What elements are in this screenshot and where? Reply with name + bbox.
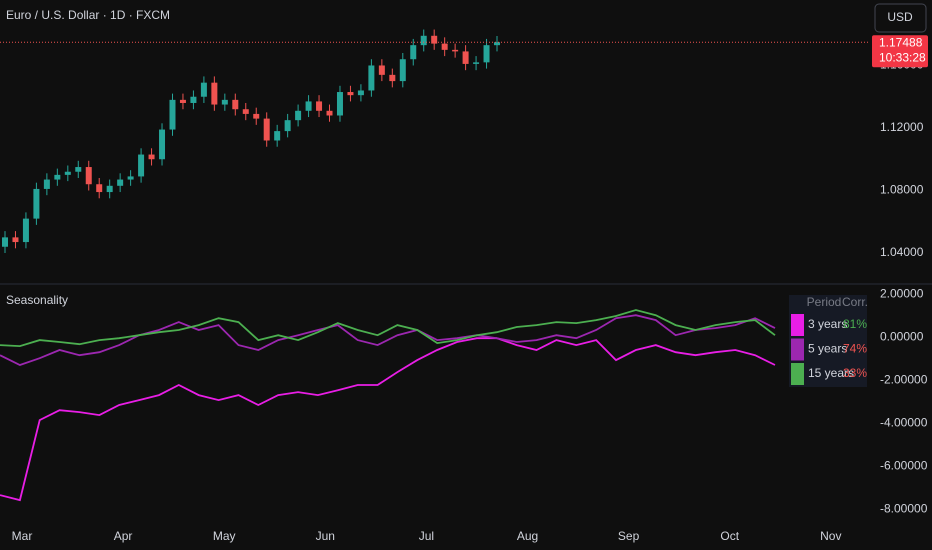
y-tick-label: 1.12000 (880, 120, 924, 134)
x-tick-label: Oct (720, 529, 739, 543)
y-tick-label: 1.08000 (880, 183, 924, 197)
candle-body (452, 49, 459, 52)
candle-body (43, 179, 50, 189)
currency-button[interactable] (874, 3, 927, 33)
pane-title: Seasonality (6, 293, 68, 307)
series-line (0, 337, 776, 502)
candle-body (54, 174, 61, 180)
series-line (0, 309, 776, 348)
candle-body (347, 92, 354, 96)
candle-body (378, 65, 385, 75)
candle-body (85, 167, 92, 185)
candle-body (284, 120, 291, 132)
candle-body (483, 45, 490, 63)
candle-body (410, 45, 417, 60)
candle-body (232, 99, 239, 110)
legend-swatch (791, 363, 804, 385)
y-tick-label: 2.00000 (880, 286, 924, 300)
candle-body (106, 185, 113, 193)
x-tick-label: Jun (316, 529, 335, 543)
candle-body (253, 113, 260, 119)
candle-body (389, 74, 396, 82)
candle-body (336, 92, 343, 116)
y-tick-label: -2.00000 (880, 372, 928, 386)
correlation-label: 81% (843, 317, 867, 331)
y-tick-label: 1.04000 (880, 245, 924, 259)
x-tick-label: May (213, 529, 236, 543)
x-tick-label: Sep (618, 529, 640, 543)
candle-body (274, 131, 281, 141)
candle-body (148, 154, 155, 160)
x-tick-label: Jul (419, 529, 434, 543)
candle-body (305, 101, 312, 111)
candle-body (12, 237, 19, 243)
chart-title: Euro / U.S. Dollar · 1D · FXCM (6, 8, 170, 22)
legend-swatch (791, 338, 804, 361)
x-tick-label: Aug (517, 529, 538, 543)
legend-header: Period (807, 295, 842, 309)
candle-body (117, 179, 124, 186)
candle-body (211, 82, 218, 105)
candle-body (326, 110, 333, 116)
correlation-label: 33% (843, 366, 867, 380)
y-tick-label: -8.00000 (880, 501, 928, 515)
candle-body (316, 101, 323, 111)
candle-body (357, 90, 364, 96)
y-tick-label: -6.00000 (880, 458, 928, 472)
candle-body (200, 82, 207, 97)
series-line (0, 314, 776, 366)
candle-body (138, 154, 145, 177)
candle-body (179, 99, 186, 103)
candle-body (420, 35, 427, 46)
candle-body (473, 62, 480, 64)
x-tick-label: Apr (114, 529, 133, 543)
candle-body (462, 51, 469, 64)
x-tick-label: Nov (820, 529, 841, 543)
last-price-label: 1.17488 (879, 35, 923, 49)
candle-body (22, 218, 29, 243)
candle-body (263, 118, 270, 141)
candle-body (169, 99, 176, 130)
candle-body (33, 188, 40, 219)
legend-header: Corr. (842, 295, 868, 309)
candle-body (368, 65, 375, 91)
candle-body (64, 171, 71, 175)
candle-body (441, 43, 448, 50)
candle-body (431, 35, 438, 44)
candle-body (295, 110, 302, 121)
legend-swatch (791, 314, 804, 336)
legend-label: 15 years (808, 366, 854, 380)
candle-body (127, 176, 134, 180)
legend-label: 3 years (808, 317, 847, 331)
candle-body (494, 42, 500, 46)
candle-body (399, 59, 406, 82)
countdown: 10:33:28 (879, 50, 926, 64)
currency[interactable]: USD (887, 10, 913, 24)
last-price-box (872, 35, 928, 68)
candle-body (221, 99, 228, 105)
candle-body (190, 96, 197, 103)
candle-body (2, 237, 8, 247)
x-tick-label: Mar (12, 529, 33, 543)
candle-body (75, 167, 82, 172)
candle-body (96, 184, 103, 193)
y-tick-label: -4.00000 (880, 415, 928, 429)
correlation-label: 74% (843, 342, 867, 356)
legend-label: 5 years (808, 342, 847, 356)
candle-body (159, 129, 166, 160)
y-tick-label: 0.00000 (880, 329, 924, 343)
candle-body (242, 109, 249, 114)
